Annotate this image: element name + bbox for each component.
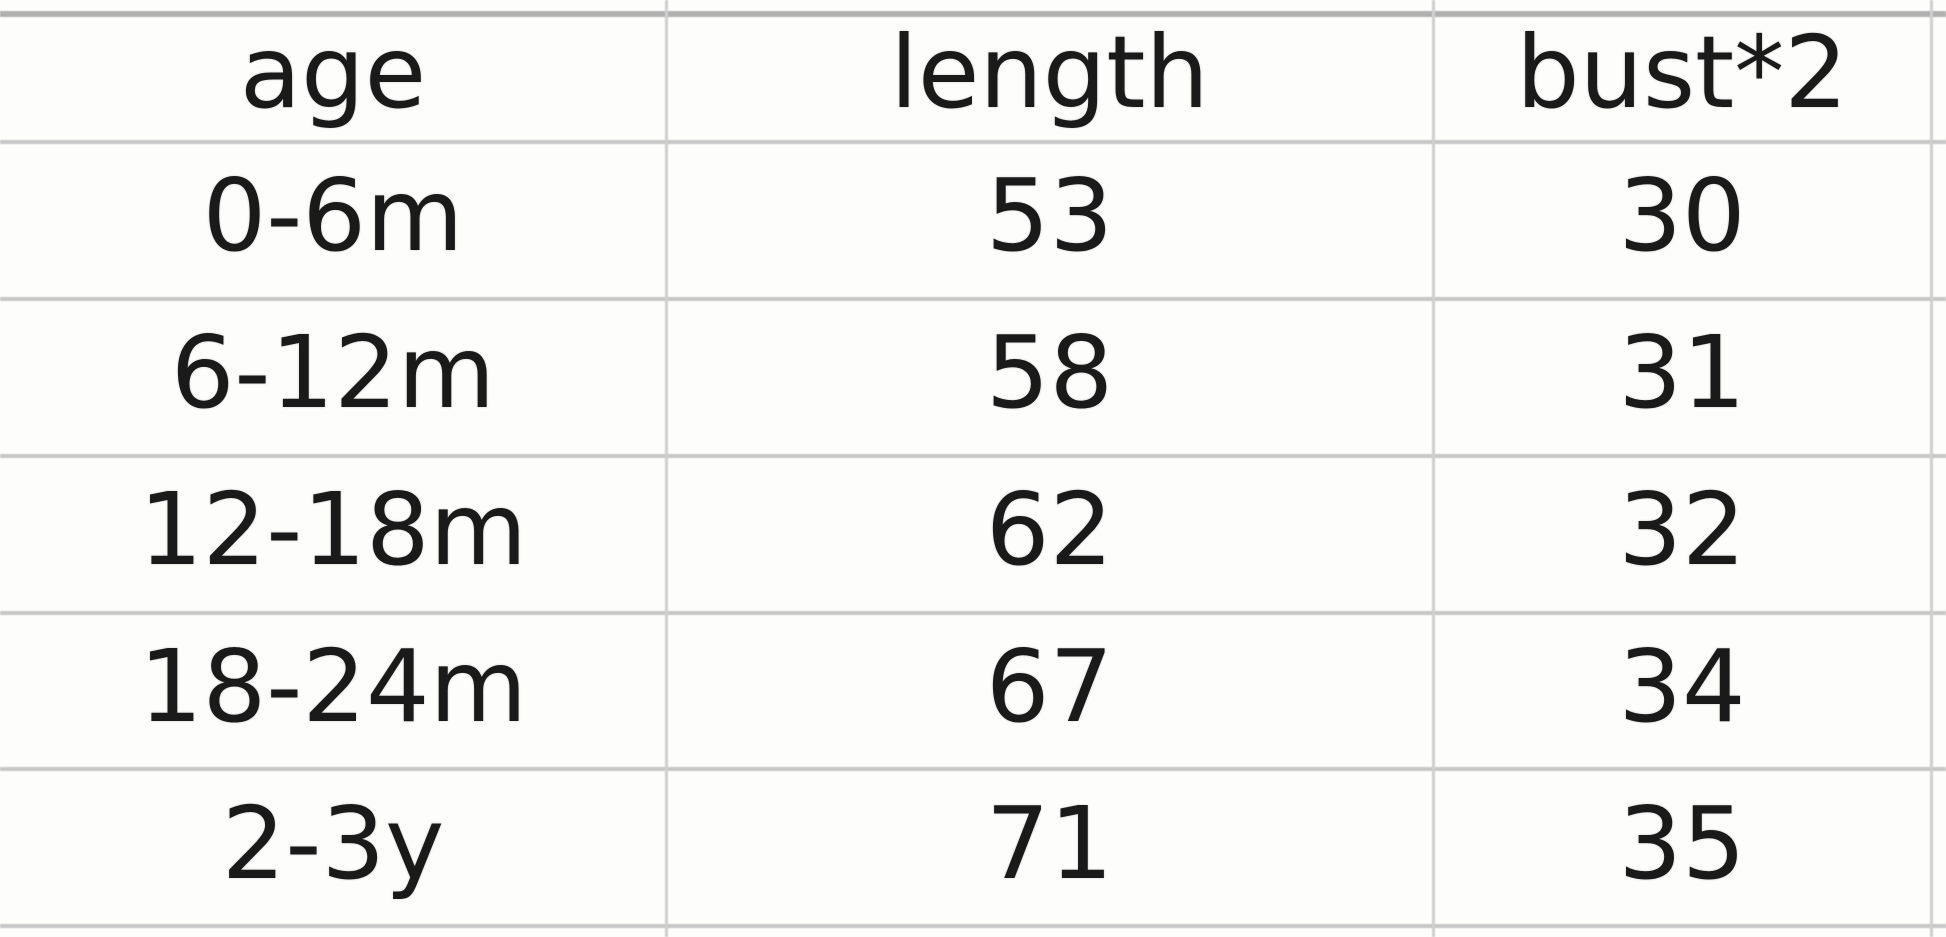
cell-length-row4: 71 — [985, 784, 1114, 902]
column-header-bust: bust*2 — [1516, 14, 1848, 131]
cell-bust-row1: 31 — [1618, 313, 1746, 431]
grid-line-horizontal — [0, 767, 1946, 771]
filler-cell — [1931, 613, 1946, 770]
table-row: 6-12m 58 31 — [0, 299, 1946, 456]
filler-cell — [1931, 770, 1946, 927]
filler-cell — [1931, 299, 1946, 456]
grid-line-vertical-right — [1930, 0, 1933, 937]
grid-line-horizontal — [0, 454, 1946, 458]
table-row: 12-18m 62 32 — [0, 456, 1946, 613]
cell-age-row3: 18-24m — [139, 627, 527, 745]
grid-line-vertical — [665, 0, 668, 937]
filler-cell — [1931, 456, 1946, 613]
cell-length-row1: 58 — [985, 313, 1114, 431]
cell-bust-row0: 30 — [1618, 156, 1746, 274]
cell-bust-row4: 35 — [1618, 784, 1746, 902]
table-header-row: age length bust*2 — [0, 14, 1946, 142]
grid-line-vertical — [1432, 0, 1435, 937]
filler-cell — [1931, 142, 1946, 299]
cell-bust-row2: 32 — [1618, 470, 1746, 588]
header-filler-cell — [1931, 14, 1946, 142]
grid-line-horizontal — [0, 611, 1946, 615]
cell-age-row2: 12-18m — [139, 470, 527, 588]
cell-length-row3: 67 — [985, 627, 1114, 745]
column-header-length: length — [890, 14, 1209, 131]
cell-age-row1: 6-12m — [170, 313, 496, 431]
grid-line-horizontal — [0, 297, 1946, 301]
table-row: 2-3y 71 35 — [0, 770, 1946, 927]
grid-line-horizontal-top — [0, 11, 1946, 17]
cell-length-row0: 53 — [985, 156, 1114, 274]
table-row: 18-24m 67 34 — [0, 613, 1946, 770]
grid-line-horizontal-bottom — [0, 924, 1946, 928]
cell-age-row0: 0-6m — [202, 156, 464, 274]
column-header-age: age — [239, 14, 427, 131]
cell-age-row4: 2-3y — [221, 784, 445, 902]
size-chart-table: age length bust*2 0-6m 53 30 6-12m 58 31… — [0, 14, 1946, 927]
grid-line-horizontal — [0, 140, 1946, 144]
cell-length-row2: 62 — [985, 470, 1114, 588]
cell-bust-row3: 34 — [1618, 627, 1746, 745]
table-row: 0-6m 53 30 — [0, 142, 1946, 299]
